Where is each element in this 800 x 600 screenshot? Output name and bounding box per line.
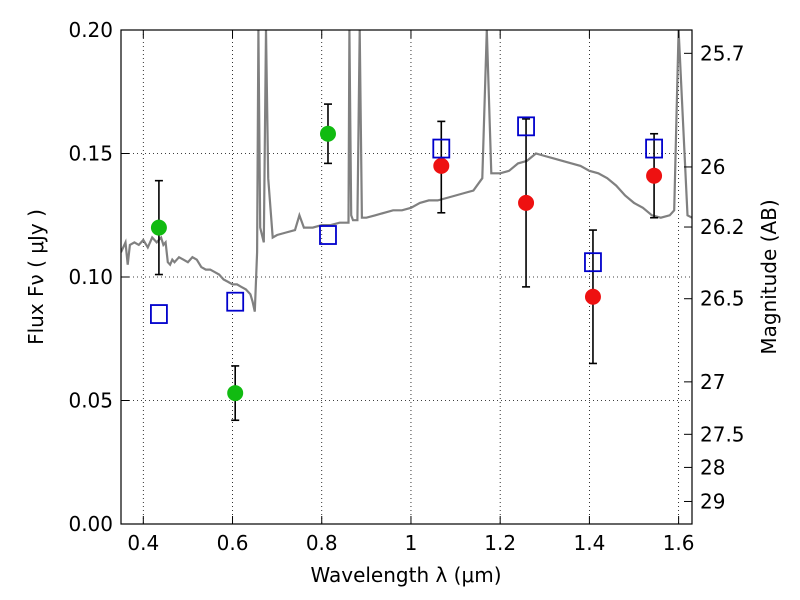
model-square-0 [150, 304, 168, 324]
y-tick-label: 0.00 [68, 512, 113, 536]
mag-tick-label: 26.2 [700, 215, 745, 239]
x-tick-label: 0.4 [127, 531, 159, 555]
y-axis-title: Flux Fν ( μJy ) [24, 209, 48, 345]
y-tick-label: 0.10 [68, 265, 113, 289]
model-square-1 [226, 291, 245, 312]
x-tick-label: 1.6 [663, 531, 695, 555]
model-square-2 [319, 225, 337, 245]
flux-point-0-0 [150, 219, 167, 236]
x-tick-label: 0.8 [306, 531, 338, 555]
sed-curve-layer [121, 30, 692, 312]
mag-tick-label: 26 [700, 155, 725, 179]
mag-tick-label: 29 [700, 489, 725, 513]
flux-point-0-1 [227, 385, 244, 402]
mag-tick-label: 26.5 [700, 287, 745, 311]
mag-tick-label: 25.7 [700, 41, 745, 65]
flux-point-0-2 [319, 125, 336, 142]
x-axis-title: Wavelength λ (μm) [310, 563, 501, 587]
mag-tick-label: 28 [700, 455, 725, 479]
x-tick-label: 1.4 [573, 531, 605, 555]
mag-tick-label: 27 [700, 370, 725, 394]
model-square-3 [432, 138, 451, 159]
x-tick-label: 1.2 [484, 531, 516, 555]
y2-axis-title: Magnitude (AB) [757, 199, 781, 354]
y-tick-label: 0.20 [68, 18, 113, 42]
x-tick-label: 1 [405, 531, 418, 555]
flux-point-1-1 [518, 194, 535, 211]
model-square-6 [645, 138, 663, 159]
axis-ticks: 0.4 0.6 0.8 1 1.2 1.4 1.6 0.00 0.05 0.10 0.15 0.20 2… [68, 18, 744, 555]
y-tick-label: 0.05 [68, 389, 113, 413]
y-tick-label: 0.15 [68, 142, 113, 166]
x-tick-label: 0.6 [217, 531, 249, 555]
sed-model-curve [121, 30, 692, 312]
flux-point-1-0 [433, 157, 450, 174]
data-markers [150, 116, 663, 402]
model-square-5 [584, 252, 602, 273]
mag-tick-label: 27.5 [700, 422, 745, 446]
flux-point-1-2 [584, 288, 601, 305]
flux-point-1-3 [646, 167, 663, 184]
model-square-4 [517, 116, 535, 137]
